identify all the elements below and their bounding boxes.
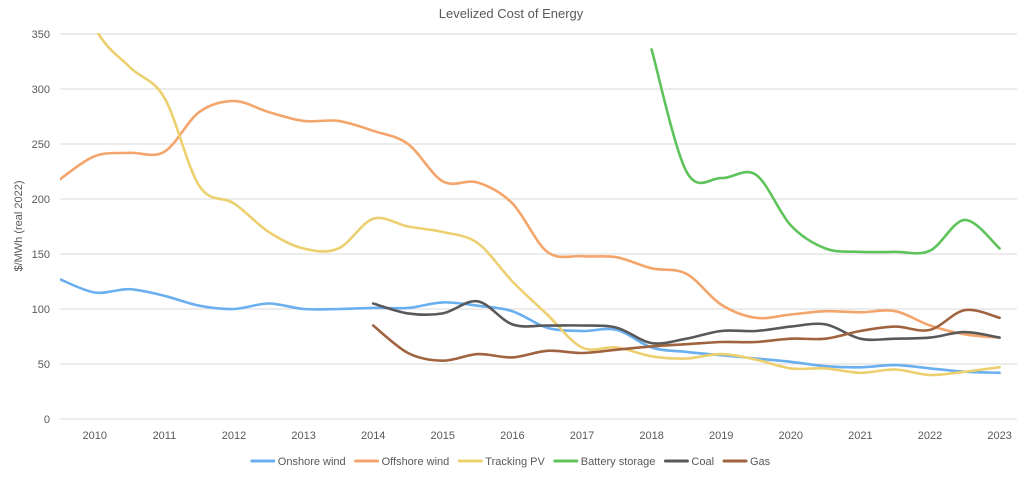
y-tick-label: 200 bbox=[32, 194, 50, 206]
x-tick-label: 2010 bbox=[83, 430, 107, 442]
legend-label: Tracking PV bbox=[485, 456, 545, 468]
series-line-coal bbox=[371, 299, 1001, 345]
y-tick-label: 50 bbox=[38, 359, 50, 371]
series-line-onshore-wind bbox=[60, 278, 1001, 375]
legend-item-gas[interactable]: Gas bbox=[722, 456, 771, 468]
legend-label: Offshore wind bbox=[382, 456, 450, 468]
x-tick-label: 2018 bbox=[639, 430, 663, 442]
x-tick-label: 2023 bbox=[987, 430, 1011, 442]
x-tick-label: 2015 bbox=[431, 430, 455, 442]
legend-item-tracking-pv[interactable]: Tracking PV bbox=[457, 456, 545, 468]
legend-item-offshore-wind[interactable]: Offshore wind bbox=[354, 456, 450, 468]
legend-label: Battery storage bbox=[581, 456, 656, 468]
legend-label: Gas bbox=[750, 456, 771, 468]
x-tick-label: 2022 bbox=[918, 430, 942, 442]
x-tick-label: 2019 bbox=[709, 430, 733, 442]
y-tick-label: 100 bbox=[32, 304, 50, 316]
series-lines bbox=[60, 33, 1001, 377]
series-line-battery-storage bbox=[650, 48, 1001, 255]
x-tick-label: 2016 bbox=[500, 430, 524, 442]
x-tick-label: 2021 bbox=[848, 430, 872, 442]
series-line-offshore-wind bbox=[60, 99, 1001, 339]
legend: Onshore wind Offshore wind Tracking PV Batt… bbox=[250, 456, 771, 468]
x-tick-label: 2014 bbox=[361, 430, 385, 442]
y-axis-title: $/MWh (real 2022) bbox=[13, 180, 25, 271]
x-tick-label: 2020 bbox=[779, 430, 803, 442]
legend-item-onshore-wind[interactable]: Onshore wind bbox=[250, 456, 346, 468]
series-line-gas bbox=[371, 308, 1001, 363]
y-tick-label: 150 bbox=[32, 249, 50, 261]
gridlines bbox=[60, 33, 1017, 420]
y-tick-label: 0 bbox=[44, 414, 50, 426]
x-tick-label: 2011 bbox=[153, 430, 177, 442]
legend-label: Onshore wind bbox=[278, 456, 346, 468]
y-tick-label: 250 bbox=[32, 139, 50, 151]
x-axis-ticks: 2010 2011 2012 2013 2014 2015 2016 2017 2018 2019… bbox=[83, 430, 1012, 442]
chart-title: Levelized Cost of Energy bbox=[439, 6, 584, 21]
series-line-tracking-pv bbox=[96, 33, 1001, 377]
y-tick-label: 350 bbox=[32, 29, 50, 41]
legend-item-battery-storage[interactable]: Battery storage bbox=[553, 456, 656, 468]
y-tick-label: 300 bbox=[32, 84, 50, 96]
y-axis-ticks: 0 50 100 150 200 250 300 350 bbox=[32, 29, 50, 426]
x-tick-label: 2012 bbox=[222, 430, 246, 442]
legend-item-coal[interactable]: Coal bbox=[663, 456, 714, 468]
x-tick-label: 2013 bbox=[291, 430, 315, 442]
legend-label: Coal bbox=[691, 456, 714, 468]
x-tick-label: 2017 bbox=[570, 430, 594, 442]
